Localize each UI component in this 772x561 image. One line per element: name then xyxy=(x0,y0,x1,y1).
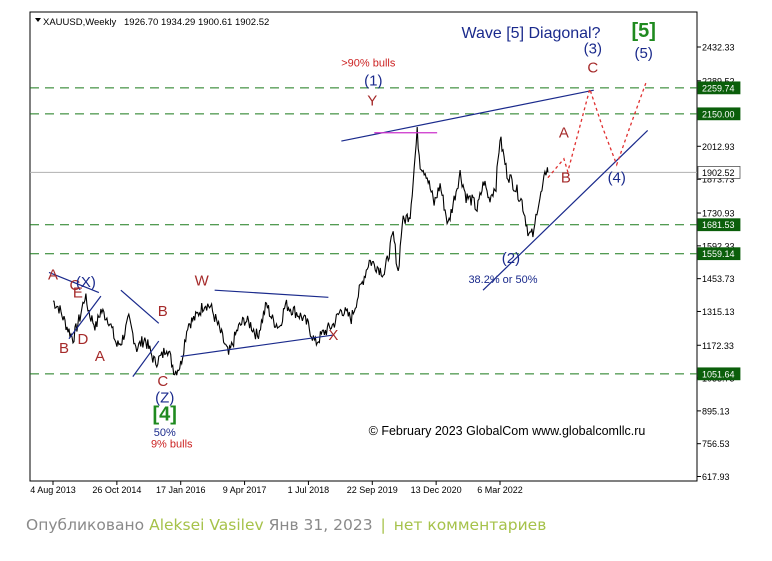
y-tick-label: 756.53 xyxy=(702,439,730,449)
wave-label: B xyxy=(59,340,69,357)
wave-label: W xyxy=(195,272,210,289)
post-meta: Опубликовано Aleksei Vasilev Янв 31, 202… xyxy=(26,516,546,534)
separator: | xyxy=(380,516,386,534)
price-tag-label: 1681.53 xyxy=(702,220,735,230)
x-tick-label: 4 Aug 2013 xyxy=(30,485,76,495)
wave-label: (Z) xyxy=(155,390,174,407)
wave-label: C xyxy=(70,277,81,294)
price-tag-box xyxy=(697,81,741,95)
chart-title: Wave [5] Diagonal? xyxy=(461,25,600,42)
wave-label: D xyxy=(78,331,89,348)
price-tag-label: 1559.14 xyxy=(702,249,735,259)
wave-label: [4] xyxy=(153,403,177,425)
wave-label: (4) xyxy=(608,169,626,186)
ohlc-readout: 1926.70 1934.29 1900.61 1902.52 xyxy=(124,17,269,28)
y-tick-label: 1315.13 xyxy=(702,307,735,317)
price-tag-label: 2150.00 xyxy=(702,109,735,119)
trendline xyxy=(180,334,333,358)
wave-label: B xyxy=(158,303,168,320)
wave-label: 9% bulls xyxy=(151,439,193,451)
price-tag-box xyxy=(697,247,741,261)
symbol-label: XAUUSD,Weekly xyxy=(43,17,116,28)
comments-link[interactable]: нет комментариев xyxy=(393,516,547,534)
y-tick-label: 1592.33 xyxy=(702,241,735,251)
wave-label: (1) xyxy=(364,72,382,89)
price-tag-label: 2259.74 xyxy=(702,83,735,93)
author-link[interactable]: Aleksei Vasilev xyxy=(149,516,264,534)
wave-label: Y xyxy=(367,93,377,110)
wave-label: A xyxy=(48,267,58,284)
wave-label: C xyxy=(157,373,168,390)
x-tick-label: 9 Apr 2017 xyxy=(223,485,267,495)
trendline xyxy=(120,289,160,324)
wave-label: (X) xyxy=(76,274,96,291)
wave-label: (2) xyxy=(502,250,520,267)
wave-label: A xyxy=(559,125,569,142)
y-tick-label: 1730.93 xyxy=(702,209,735,219)
wave-label: (5) xyxy=(635,45,653,62)
trendline xyxy=(48,271,100,294)
wave-label: [5] xyxy=(631,20,655,42)
price-tag-label: 1051.64 xyxy=(702,369,735,379)
x-tick-label: 22 Sep 2019 xyxy=(347,485,398,495)
x-tick-label: 1 Jul 2018 xyxy=(288,485,330,495)
price-chart: 2432.33 2289.52 2012.93 1873.73 1730.93 1592.… xyxy=(29,11,741,495)
chart-area: 2432.33 2289.52 2012.93 1873.73 1730.93 1592.… xyxy=(29,11,741,495)
wave-label: B xyxy=(561,169,571,186)
dropdown-triangle-icon xyxy=(35,18,41,22)
published-label: Опубликовано xyxy=(26,516,145,534)
y-tick-label: 2432.33 xyxy=(702,43,735,53)
x-tick-label: 13 Dec 2020 xyxy=(411,485,462,495)
wave-label: A xyxy=(95,348,105,365)
x-tick-label: 6 Mar 2022 xyxy=(477,485,523,495)
y-tick-label: 1873.73 xyxy=(702,175,735,185)
price-tag-box xyxy=(697,166,741,179)
plot-frame xyxy=(29,11,698,482)
x-tick-label: 17 Jan 2016 xyxy=(156,485,206,495)
price-tag-box xyxy=(697,218,741,232)
y-tick-label: 1453.73 xyxy=(702,274,735,284)
wave-label: E xyxy=(73,284,83,301)
post-date: Янв 31, 2023 xyxy=(268,516,373,534)
wave-label: 50% xyxy=(154,427,176,439)
wave-label: X xyxy=(328,327,338,344)
trendline xyxy=(68,295,102,340)
y-tick-label: 895.13 xyxy=(702,406,730,416)
wave-label: (3) xyxy=(584,40,602,57)
projection-path xyxy=(547,80,648,179)
x-tick-label: 26 Oct 2014 xyxy=(92,485,141,495)
copyright-note: © February 2023 GlobalCom www.globalcoml… xyxy=(369,424,646,438)
y-tick-label: 617.93 xyxy=(702,472,730,482)
price-tag-box xyxy=(697,367,741,381)
trendline xyxy=(482,129,649,291)
price-tag-label: 1902.52 xyxy=(702,168,735,178)
wave-label: >90% bulls xyxy=(341,57,396,69)
price-tag-box xyxy=(697,107,741,121)
price-series-line xyxy=(52,126,549,376)
wave-label: 38.2% or 50% xyxy=(468,274,537,286)
y-tick-label: 2012.93 xyxy=(702,142,735,152)
trendline xyxy=(214,289,329,298)
wave-label: C xyxy=(587,59,598,76)
y-tick-label: 1172.33 xyxy=(702,341,734,351)
y-tick-label: 2289.52 xyxy=(702,76,735,86)
trendline xyxy=(132,340,160,377)
